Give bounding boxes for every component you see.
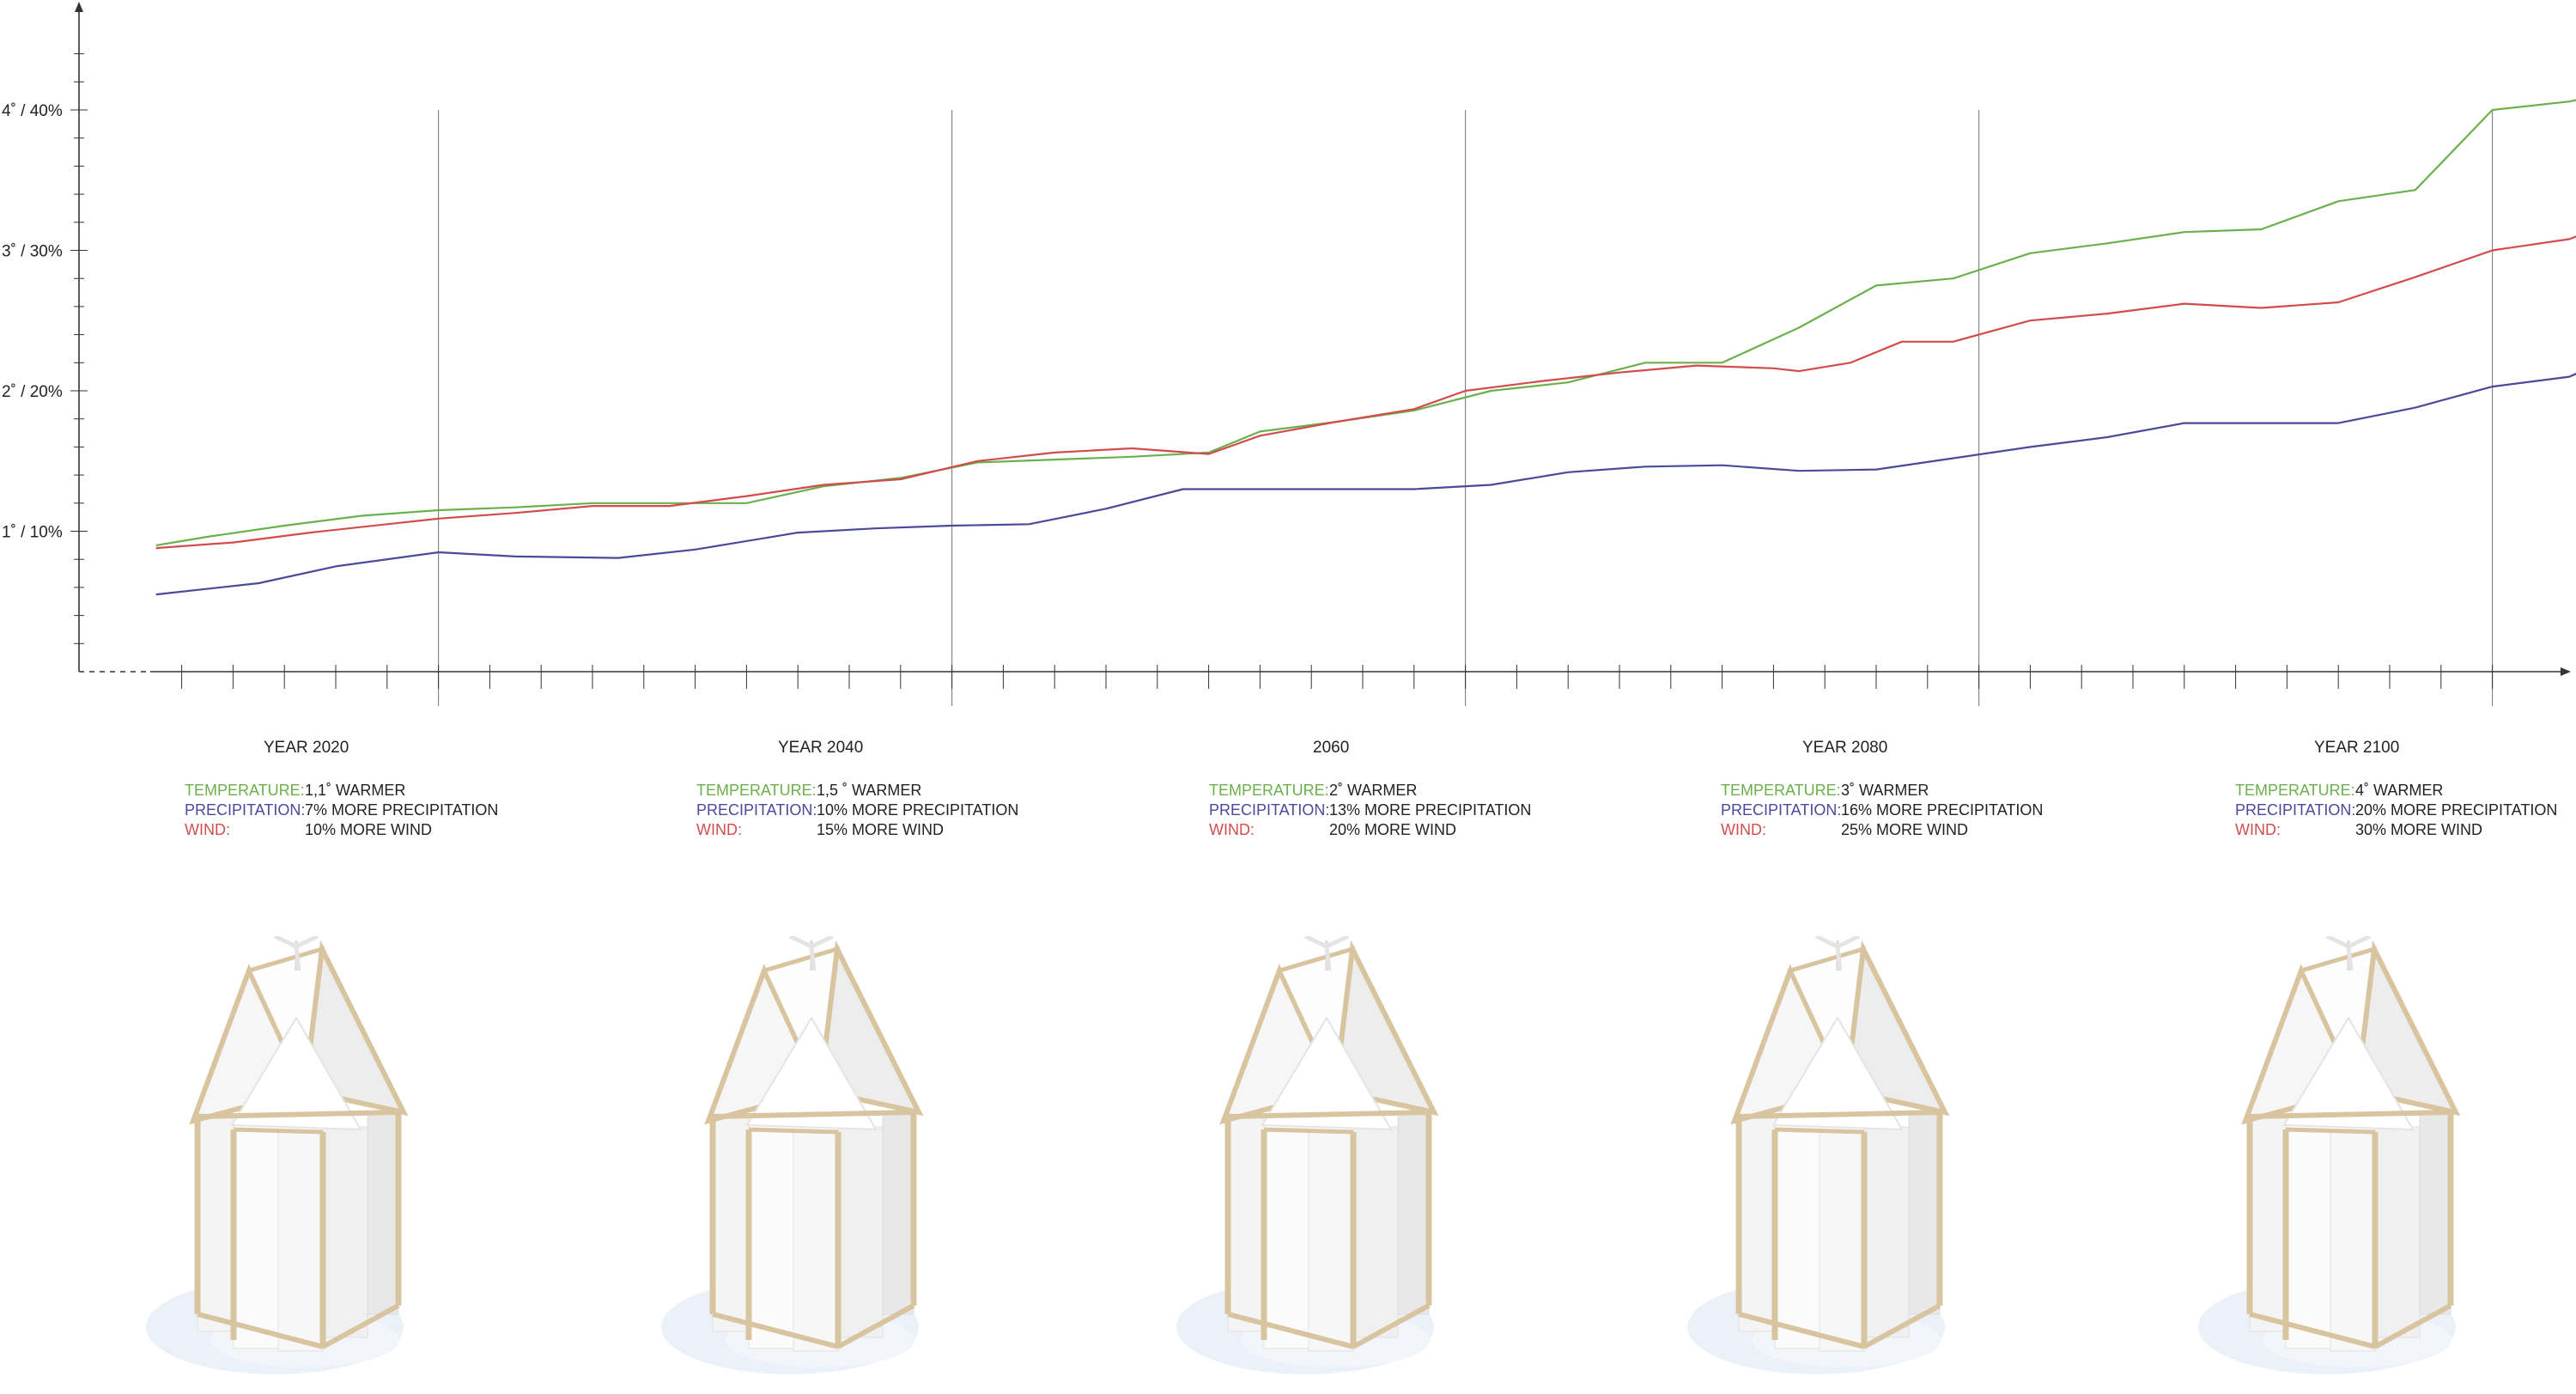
y-axis-arrow (75, 2, 83, 12)
wind-value: 30% MORE WIND (2355, 821, 2483, 838)
precipitation-value: 10% MORE PRECIPITATION (817, 801, 1019, 819)
temperature-value: 3˚ WARMER (1841, 782, 1929, 799)
precipitation-line (155, 373, 2576, 596)
wind-value: 25% MORE WIND (1841, 821, 1969, 838)
temperature-label: TEMPERATURE: (1209, 782, 1329, 799)
precipitation-value: 16% MORE PRECIPITATION (1841, 801, 2044, 819)
year-label: YEAR 2100 (2314, 739, 2400, 757)
temperature-value: 1,5 ˚ WARMER (817, 782, 922, 799)
precipitation-label: PRECIPITATION: (1721, 801, 1842, 819)
chart-axes (75, 2, 2571, 676)
wind-label: WIND: (696, 821, 742, 838)
y-tick-label: 4˚ / 40% (2, 102, 63, 120)
precipitation-value: 7% MORE PRECIPITATION (305, 801, 499, 819)
pavilion-illustration (146, 934, 455, 1387)
precipitation-label: PRECIPITATION: (1209, 801, 1330, 819)
y-tick-label: 1˚ / 10% (2, 524, 63, 542)
temperature-label: TEMPERATURE: (1721, 782, 1841, 799)
temperature-value: 1,1˚ WARMER (305, 782, 406, 799)
data-series (155, 99, 2576, 596)
wind-label: WIND: (1209, 821, 1255, 838)
precipitation-label: PRECIPITATION: (2235, 801, 2356, 819)
precipitation-label: PRECIPITATION: (185, 801, 306, 819)
temperature-label: TEMPERATURE: (2235, 782, 2355, 799)
climate-chart: 1˚ / 10% 2˚ / 20% 3˚ / 30% 4˚ / 40% (2, 2, 2576, 706)
year-label: YEAR 2020 (264, 739, 349, 757)
temperature-label: TEMPERATURE: (696, 782, 817, 799)
y-axis-ticks: 1˚ / 10% 2˚ / 20% 3˚ / 30% 4˚ / 40% (2, 53, 88, 644)
wind-label: WIND: (2235, 821, 2281, 838)
wind-value: 20% MORE WIND (1329, 821, 1457, 838)
temperature-value: 2˚ WARMER (1329, 782, 1418, 799)
precipitation-value: 20% MORE PRECIPITATION (2355, 801, 2558, 819)
pavilion-illustration (2198, 934, 2507, 1387)
x-axis-ticks (181, 665, 2494, 689)
pavilion-illustration (1176, 934, 1485, 1387)
y-tick-label: 3˚ / 30% (2, 243, 63, 261)
wind-value: 15% MORE WIND (817, 821, 945, 838)
x-axis-arrow (2561, 667, 2571, 676)
pavilion-illustration (661, 934, 970, 1387)
year-label: YEAR 2080 (1802, 739, 1888, 757)
year-label: YEAR 2040 (778, 739, 864, 757)
temperature-line (155, 99, 2576, 546)
temperature-label: TEMPERATURE: (185, 782, 305, 799)
year-label: 2060 (1313, 739, 1350, 757)
y-tick-label: 2˚ / 20% (2, 383, 63, 401)
vertical-grid-lines (438, 110, 2494, 706)
pavilion-illustration (1687, 934, 1996, 1387)
wind-label: WIND: (185, 821, 230, 838)
precipitation-value: 13% MORE PRECIPITATION (1329, 801, 1532, 819)
wind-label: WIND: (1721, 821, 1766, 838)
precipitation-label: PRECIPITATION: (696, 801, 817, 819)
temperature-value: 4˚ WARMER (2355, 782, 2444, 799)
wind-value: 10% MORE WIND (305, 821, 433, 838)
wind-line (155, 235, 2576, 550)
